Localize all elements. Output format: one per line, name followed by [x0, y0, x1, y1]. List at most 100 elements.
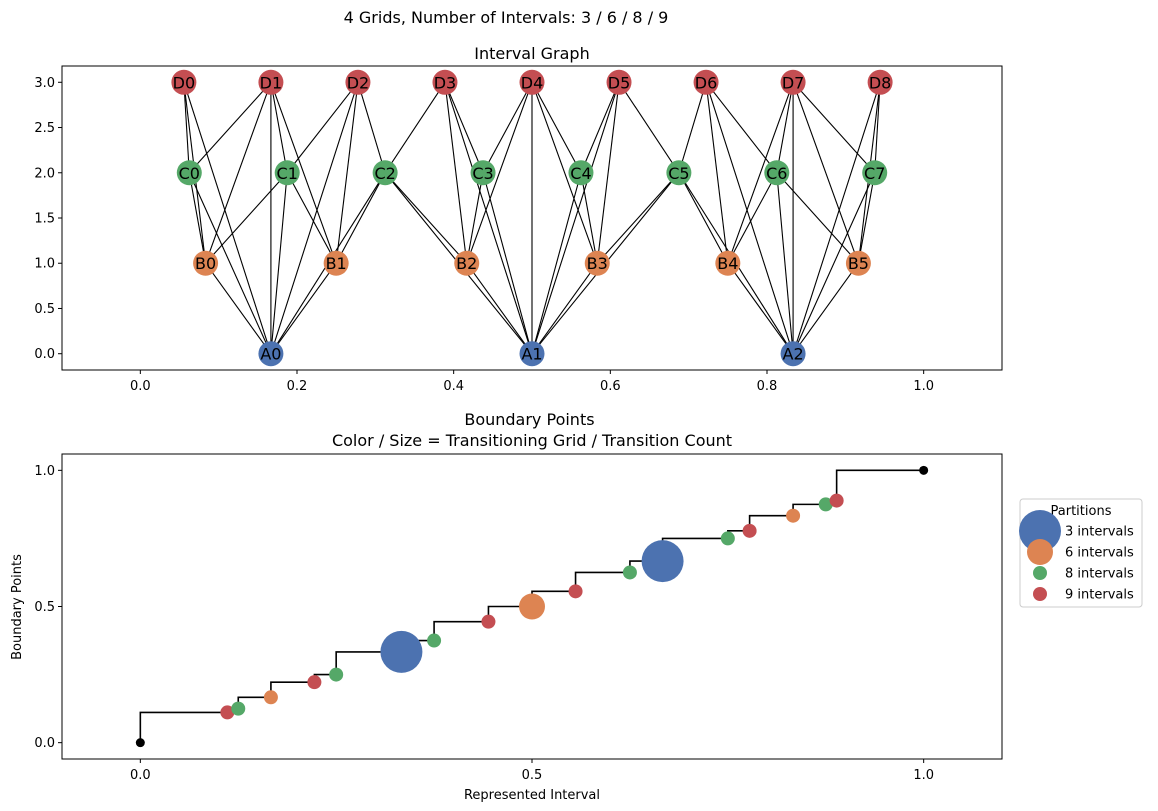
boundary-point-10 — [622, 565, 637, 580]
graph-node-label-C0: C0 — [179, 164, 200, 183]
boundary-points-y-tick-label: 0.0 — [34, 736, 55, 751]
graph-edge-A1-D5 — [531, 82, 620, 354]
graph-node-label-C7: C7 — [864, 164, 885, 183]
graph-node-B5 — [845, 250, 871, 276]
graph-node-D4 — [519, 69, 545, 95]
graph-node-label-B5: B5 — [848, 254, 869, 273]
graph-edge-B3-D4 — [531, 82, 598, 264]
boundary-points-x-tick-label: 1.0 — [913, 768, 934, 783]
graph-node-B0 — [193, 250, 219, 276]
graph-node-C4 — [568, 160, 594, 186]
graph-node-label-B3: B3 — [587, 254, 608, 273]
graph-edge-A2-B4 — [727, 262, 794, 355]
interval-graph-x-tick-label: 1.0 — [913, 379, 934, 394]
interval-graph-y-tick-label: 3.0 — [34, 76, 55, 91]
graph-edge-B1-D1 — [270, 82, 337, 264]
boundary-point-4 — [329, 667, 344, 682]
graph-edge-B5-D7 — [792, 82, 859, 264]
graph-node-C1 — [274, 160, 300, 186]
figure-suptitle: 4 Grids, Number of Intervals: 3 / 6 / 8 … — [344, 8, 669, 27]
graph-node-D1 — [258, 69, 284, 95]
boundary-points-title-line-2: Color / Size = Transitioning Grid / Tran… — [332, 431, 732, 450]
boundary-point-2 — [263, 690, 278, 705]
interval-graph-axes: 0.0 0.2 0.4 0.6 0.8 1.0 0.0 0.5 1.0 1.5 2.0 2.5 3.0 — [34, 65, 1003, 394]
graph-node-label-C6: C6 — [766, 164, 787, 183]
graph-node-B3 — [584, 250, 610, 276]
graph-node-D3 — [432, 69, 458, 95]
interval-graph-x-tick-label: 0.6 — [600, 379, 621, 394]
graph-node-A1 — [519, 341, 545, 367]
graph-edge-A2-B5 — [792, 262, 859, 355]
graph-node-C7 — [862, 160, 888, 186]
legend-label-0: 3 intervals — [1065, 525, 1134, 540]
graph-edge-B0-C1 — [205, 172, 288, 264]
boundary-point-5 — [380, 630, 423, 673]
graph-edge-A1-D3 — [444, 82, 533, 354]
graph-edge-B3-D5 — [596, 82, 620, 264]
graph-node-label-B1: B1 — [326, 254, 347, 273]
graph-node-label-D7: D7 — [782, 73, 805, 92]
partitions-legend: Partitions 3 intervals 6 intervals 8 interv… — [1019, 498, 1143, 608]
graph-node-label-B2: B2 — [456, 254, 477, 273]
graph-edge-B2-D4 — [466, 82, 533, 264]
boundary-point-16 — [829, 493, 844, 508]
graph-edge-C3-D3 — [444, 82, 484, 173]
boundary-points-y-axis-label: Boundary Points — [10, 554, 25, 660]
graph-edge-B3-C5 — [596, 172, 680, 264]
graph-edge-B4-C5 — [678, 172, 729, 264]
boundary-point-14 — [786, 508, 801, 523]
graph-edge-A0-D2 — [270, 82, 359, 354]
graph-edge-A0-B1 — [270, 262, 337, 355]
interval-graph-x-tick-label: 0.0 — [130, 379, 151, 394]
boundary-point-8 — [519, 593, 545, 620]
graph-node-label-A0: A0 — [260, 345, 281, 364]
graph-edge-C2-D2 — [357, 82, 386, 173]
graph-edge-B1-D2 — [335, 82, 359, 264]
graph-edge-C1-D1 — [270, 82, 288, 173]
boundary-point-12 — [720, 531, 735, 546]
boundary-point-15 — [818, 497, 833, 512]
boundary-points-y-tick-label: 1.0 — [34, 464, 55, 479]
boundary-point-0 — [220, 705, 235, 720]
graph-edge-A0-D0 — [183, 82, 272, 354]
boundary-points-markers — [135, 465, 929, 748]
interval-graph-panel: Interval Graph A0 A1 A2 B0 B1 B2 B3 B4 B5 C0 C1 C2 C… — [34, 44, 1003, 394]
legend-marker-1 — [1027, 539, 1053, 565]
legend-label-3: 9 intervals — [1065, 588, 1134, 603]
interval-graph-y-tick-label: 0.0 — [34, 347, 55, 362]
graph-edge-B4-D6 — [705, 82, 729, 264]
graph-node-C6 — [764, 160, 790, 186]
graph-node-label-B0: B0 — [195, 254, 216, 273]
graph-edge-B1-C2 — [335, 172, 386, 264]
graph-edge-A1-B2 — [466, 262, 533, 355]
graph-node-C2 — [372, 160, 398, 186]
graph-edge-C2-D3 — [384, 81, 446, 174]
legend-label-2: 8 intervals — [1065, 567, 1134, 582]
boundary-endpoint-1 — [919, 465, 929, 475]
graph-node-D7 — [780, 69, 806, 95]
interval-graph-title: Interval Graph — [474, 44, 589, 63]
graph-node-label-B4: B4 — [717, 254, 738, 273]
graph-node-A0 — [258, 341, 284, 367]
graph-node-label-C3: C3 — [472, 164, 493, 183]
graph-node-label-D1: D1 — [260, 73, 283, 92]
boundary-points-title-line-1: Boundary Points — [464, 410, 594, 429]
graph-node-C3 — [470, 160, 496, 186]
graph-edge-A2-D8 — [792, 82, 881, 354]
graph-edge-A2-C6 — [776, 172, 794, 354]
boundary-points-axes: 0.0 0.5 1.0 0.0 0.5 1.0 — [34, 453, 1003, 783]
interval-graph-y-tick-label: 2.5 — [34, 121, 55, 136]
graph-edge-A0-C0 — [188, 172, 272, 354]
boundary-points-x-tick-label: 0.0 — [130, 768, 151, 783]
graph-edge-B2-C3 — [466, 172, 484, 264]
interval-graph-x-tick-label: 0.8 — [757, 379, 778, 394]
boundary-points-x-tick-label: 0.5 — [522, 768, 543, 783]
boundary-point-6 — [427, 633, 442, 648]
graph-edge-B4-C6 — [727, 172, 778, 264]
boundary-point-1 — [231, 701, 246, 716]
legend-label-1: 6 intervals — [1065, 546, 1134, 561]
graph-edge-C0-D0 — [183, 82, 190, 173]
graph-edge-C0-D1 — [188, 81, 272, 174]
boundary-points-y-tick-label: 0.5 — [34, 600, 55, 615]
